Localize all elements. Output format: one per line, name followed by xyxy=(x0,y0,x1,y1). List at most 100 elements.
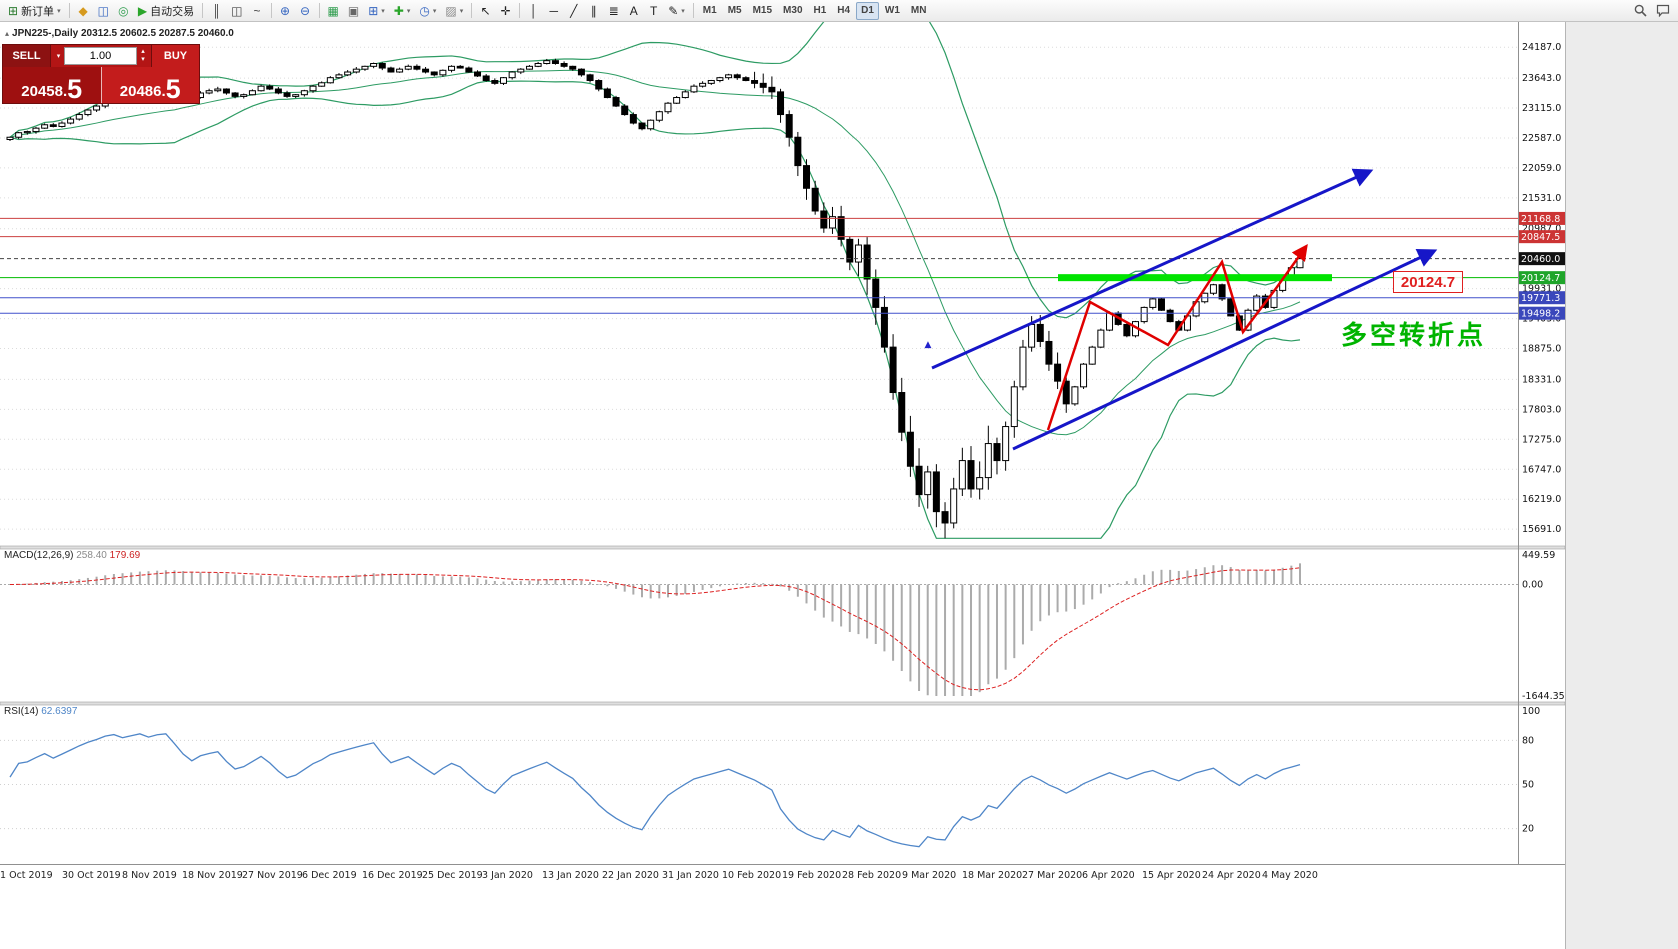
new-chart-icon: ⊞ xyxy=(368,3,379,18)
line-chart-mode-icon: ~ xyxy=(253,3,261,18)
horizontal-level-lines[interactable] xyxy=(0,217,1518,314)
timeframe-d1[interactable]: D1 xyxy=(856,1,879,20)
indicators-caret-icon: ▾ xyxy=(406,7,411,15)
auto-trading-label: 自动交易 xyxy=(150,5,195,18)
data-window-icon: ◫ xyxy=(97,3,109,18)
panel-splitter[interactable] xyxy=(0,545,1565,550)
data-window-button[interactable]: ◫ xyxy=(94,2,113,20)
horizontal-line-button[interactable]: ─ xyxy=(544,2,563,20)
support-highlight-bar[interactable] xyxy=(1058,274,1332,282)
new-order-button[interactable]: ⊞ 新订单 ▾ xyxy=(4,2,65,20)
market-watch-button[interactable]: ◆ xyxy=(74,2,93,20)
bollinger-bands xyxy=(9,22,1301,539)
volume-dropdown-icon[interactable]: ▾ xyxy=(56,53,61,60)
svg-text:21168.8: 21168.8 xyxy=(1521,214,1560,225)
svg-text:16747.0: 16747.0 xyxy=(1522,464,1561,475)
timeframe-m15[interactable]: M15 xyxy=(752,5,773,16)
line-chart-mode-button[interactable]: ~ xyxy=(248,2,267,20)
toolbar-separator xyxy=(318,3,320,18)
price-axis: 24187.0 23643.0 23115.0 22587.0 22059.0 21531… xyxy=(1522,42,1561,535)
chat-button[interactable] xyxy=(1652,2,1674,20)
svg-text:23115.0: 23115.0 xyxy=(1522,103,1561,114)
search-button[interactable] xyxy=(1630,2,1651,20)
periods-icon: ◷ xyxy=(419,3,430,18)
zoom-out-button[interactable]: ⊖ xyxy=(296,2,315,20)
graphical-objects-caret-icon: ▾ xyxy=(681,7,685,15)
timeframe-m30[interactable]: M30 xyxy=(783,5,803,16)
sell-button[interactable]: SELL xyxy=(3,45,51,67)
expert-advisors-button[interactable]: ◎ xyxy=(114,2,133,20)
support-price-note[interactable]: 20124.7 xyxy=(1393,271,1463,293)
svg-text:9 Mar 2020: 9 Mar 2020 xyxy=(902,870,956,881)
arrange-windows-button[interactable]: ▣ xyxy=(344,2,363,20)
chart-title: ▴ JPN225-,Daily 20312.5 20602.5 20287.5 … xyxy=(5,28,234,39)
timeframe-h1[interactable]: H1 xyxy=(813,5,827,16)
zoom-in-button[interactable]: ⊕ xyxy=(276,2,295,20)
timeframe-m1[interactable]: M1 xyxy=(702,5,717,16)
toolbar-separator xyxy=(519,3,521,18)
graphical-objects-icon: ✎ xyxy=(668,3,679,18)
svg-text:28 Feb 2020: 28 Feb 2020 xyxy=(842,870,901,881)
price-path-zigzag[interactable] xyxy=(1046,244,1308,431)
templates-icon: ▨ xyxy=(445,3,457,18)
vertical-line-button[interactable]: │ xyxy=(524,2,543,20)
svg-text:50: 50 xyxy=(1522,780,1534,791)
rsi-axis: 100 80 50 20 xyxy=(1522,706,1540,835)
svg-text:19 Feb 2020: 19 Feb 2020 xyxy=(782,870,841,881)
upper-channel-trendline[interactable] xyxy=(931,168,1374,370)
new-chart-button[interactable]: ⊞ ▾ xyxy=(364,2,389,20)
price-grid xyxy=(0,46,1518,530)
svg-text:20987.0: 20987.0 xyxy=(1522,224,1561,235)
trendline-tool-icon: ╱ xyxy=(570,3,578,18)
macd-axis: 449.59 0.00 -1644.35 xyxy=(1522,550,1565,702)
equidistant-channel-button[interactable]: ∥ xyxy=(584,2,603,20)
svg-text:13 Jan 2020: 13 Jan 2020 xyxy=(542,870,599,881)
svg-text:20847.5: 20847.5 xyxy=(1521,232,1560,243)
chart-canvas[interactable]: 24187.0 23643.0 23115.0 22587.0 22059.0 21531… xyxy=(0,22,1565,886)
trendline-tool-button[interactable]: ╱ xyxy=(564,2,583,20)
svg-text:20124.7: 20124.7 xyxy=(1521,273,1560,284)
svg-text:10 Feb 2020: 10 Feb 2020 xyxy=(722,870,781,881)
fibonacci-retracement-button[interactable]: ≣ xyxy=(604,2,623,20)
volume-stepper[interactable]: ▴ ▾ xyxy=(141,47,145,63)
periods-button[interactable]: ◷ ▾ xyxy=(415,2,440,20)
svg-text:27 Nov 2019: 27 Nov 2019 xyxy=(242,870,303,881)
macd-histogram xyxy=(17,563,1301,696)
bar-chart-mode-button[interactable]: ║ xyxy=(207,2,226,20)
expert-advisors-icon: ◎ xyxy=(118,3,129,18)
crosshair-button[interactable]: ✛ xyxy=(496,2,515,20)
svg-text:30 Oct 2019: 30 Oct 2019 xyxy=(62,870,121,881)
panel-splitter[interactable] xyxy=(0,701,1565,706)
cursor-button[interactable]: ↖ xyxy=(476,2,495,20)
svg-text:449.59: 449.59 xyxy=(1522,550,1555,561)
sell-price[interactable]: 20458. 5 xyxy=(3,67,102,103)
svg-text:18 Mar 2020: 18 Mar 2020 xyxy=(962,870,1022,881)
market-watch-icon: ◆ xyxy=(78,3,88,18)
timeframe-mn[interactable]: MN xyxy=(910,5,927,16)
buy-button[interactable]: BUY xyxy=(151,45,199,67)
timeframe-m5[interactable]: M5 xyxy=(727,5,742,16)
svg-text:15691.0: 15691.0 xyxy=(1522,524,1561,535)
volume-input[interactable] xyxy=(64,47,137,65)
timeframe-w1[interactable]: W1 xyxy=(884,5,900,16)
text-tool-button[interactable]: A xyxy=(624,2,643,20)
timeframe-h4[interactable]: H4 xyxy=(837,5,851,16)
templates-button[interactable]: ▨ ▾ xyxy=(441,2,467,20)
svg-text:8 Nov 2019: 8 Nov 2019 xyxy=(122,870,177,881)
tile-windows-icon: ▦ xyxy=(327,3,339,18)
auto-trading-button[interactable]: ▶ 自动交易 xyxy=(134,2,198,20)
wave-marker[interactable]: ▲ xyxy=(925,340,932,350)
templates-caret-icon: ▾ xyxy=(459,7,464,15)
zoom-in-icon: ⊕ xyxy=(279,3,291,18)
tile-windows-button[interactable]: ▦ xyxy=(324,2,343,20)
svg-text:19771.3: 19771.3 xyxy=(1521,293,1560,304)
turning-point-note[interactable]: 多空转折点 xyxy=(1341,321,1487,351)
candlestick-mode-button[interactable]: ◫ xyxy=(227,2,246,20)
buy-price[interactable]: 20486. 5 xyxy=(101,67,199,103)
lower-channel-trendline[interactable] xyxy=(1012,248,1438,451)
indicators-button[interactable]: ✚ ▾ xyxy=(390,2,415,20)
macd-label: MACD(12,26,9) 258.40 179.69 xyxy=(4,550,141,561)
candles xyxy=(6,58,1304,539)
graphical-objects-button[interactable]: ✎ ▾ xyxy=(664,2,689,20)
text-label-tool-button[interactable]: T xyxy=(644,2,663,20)
